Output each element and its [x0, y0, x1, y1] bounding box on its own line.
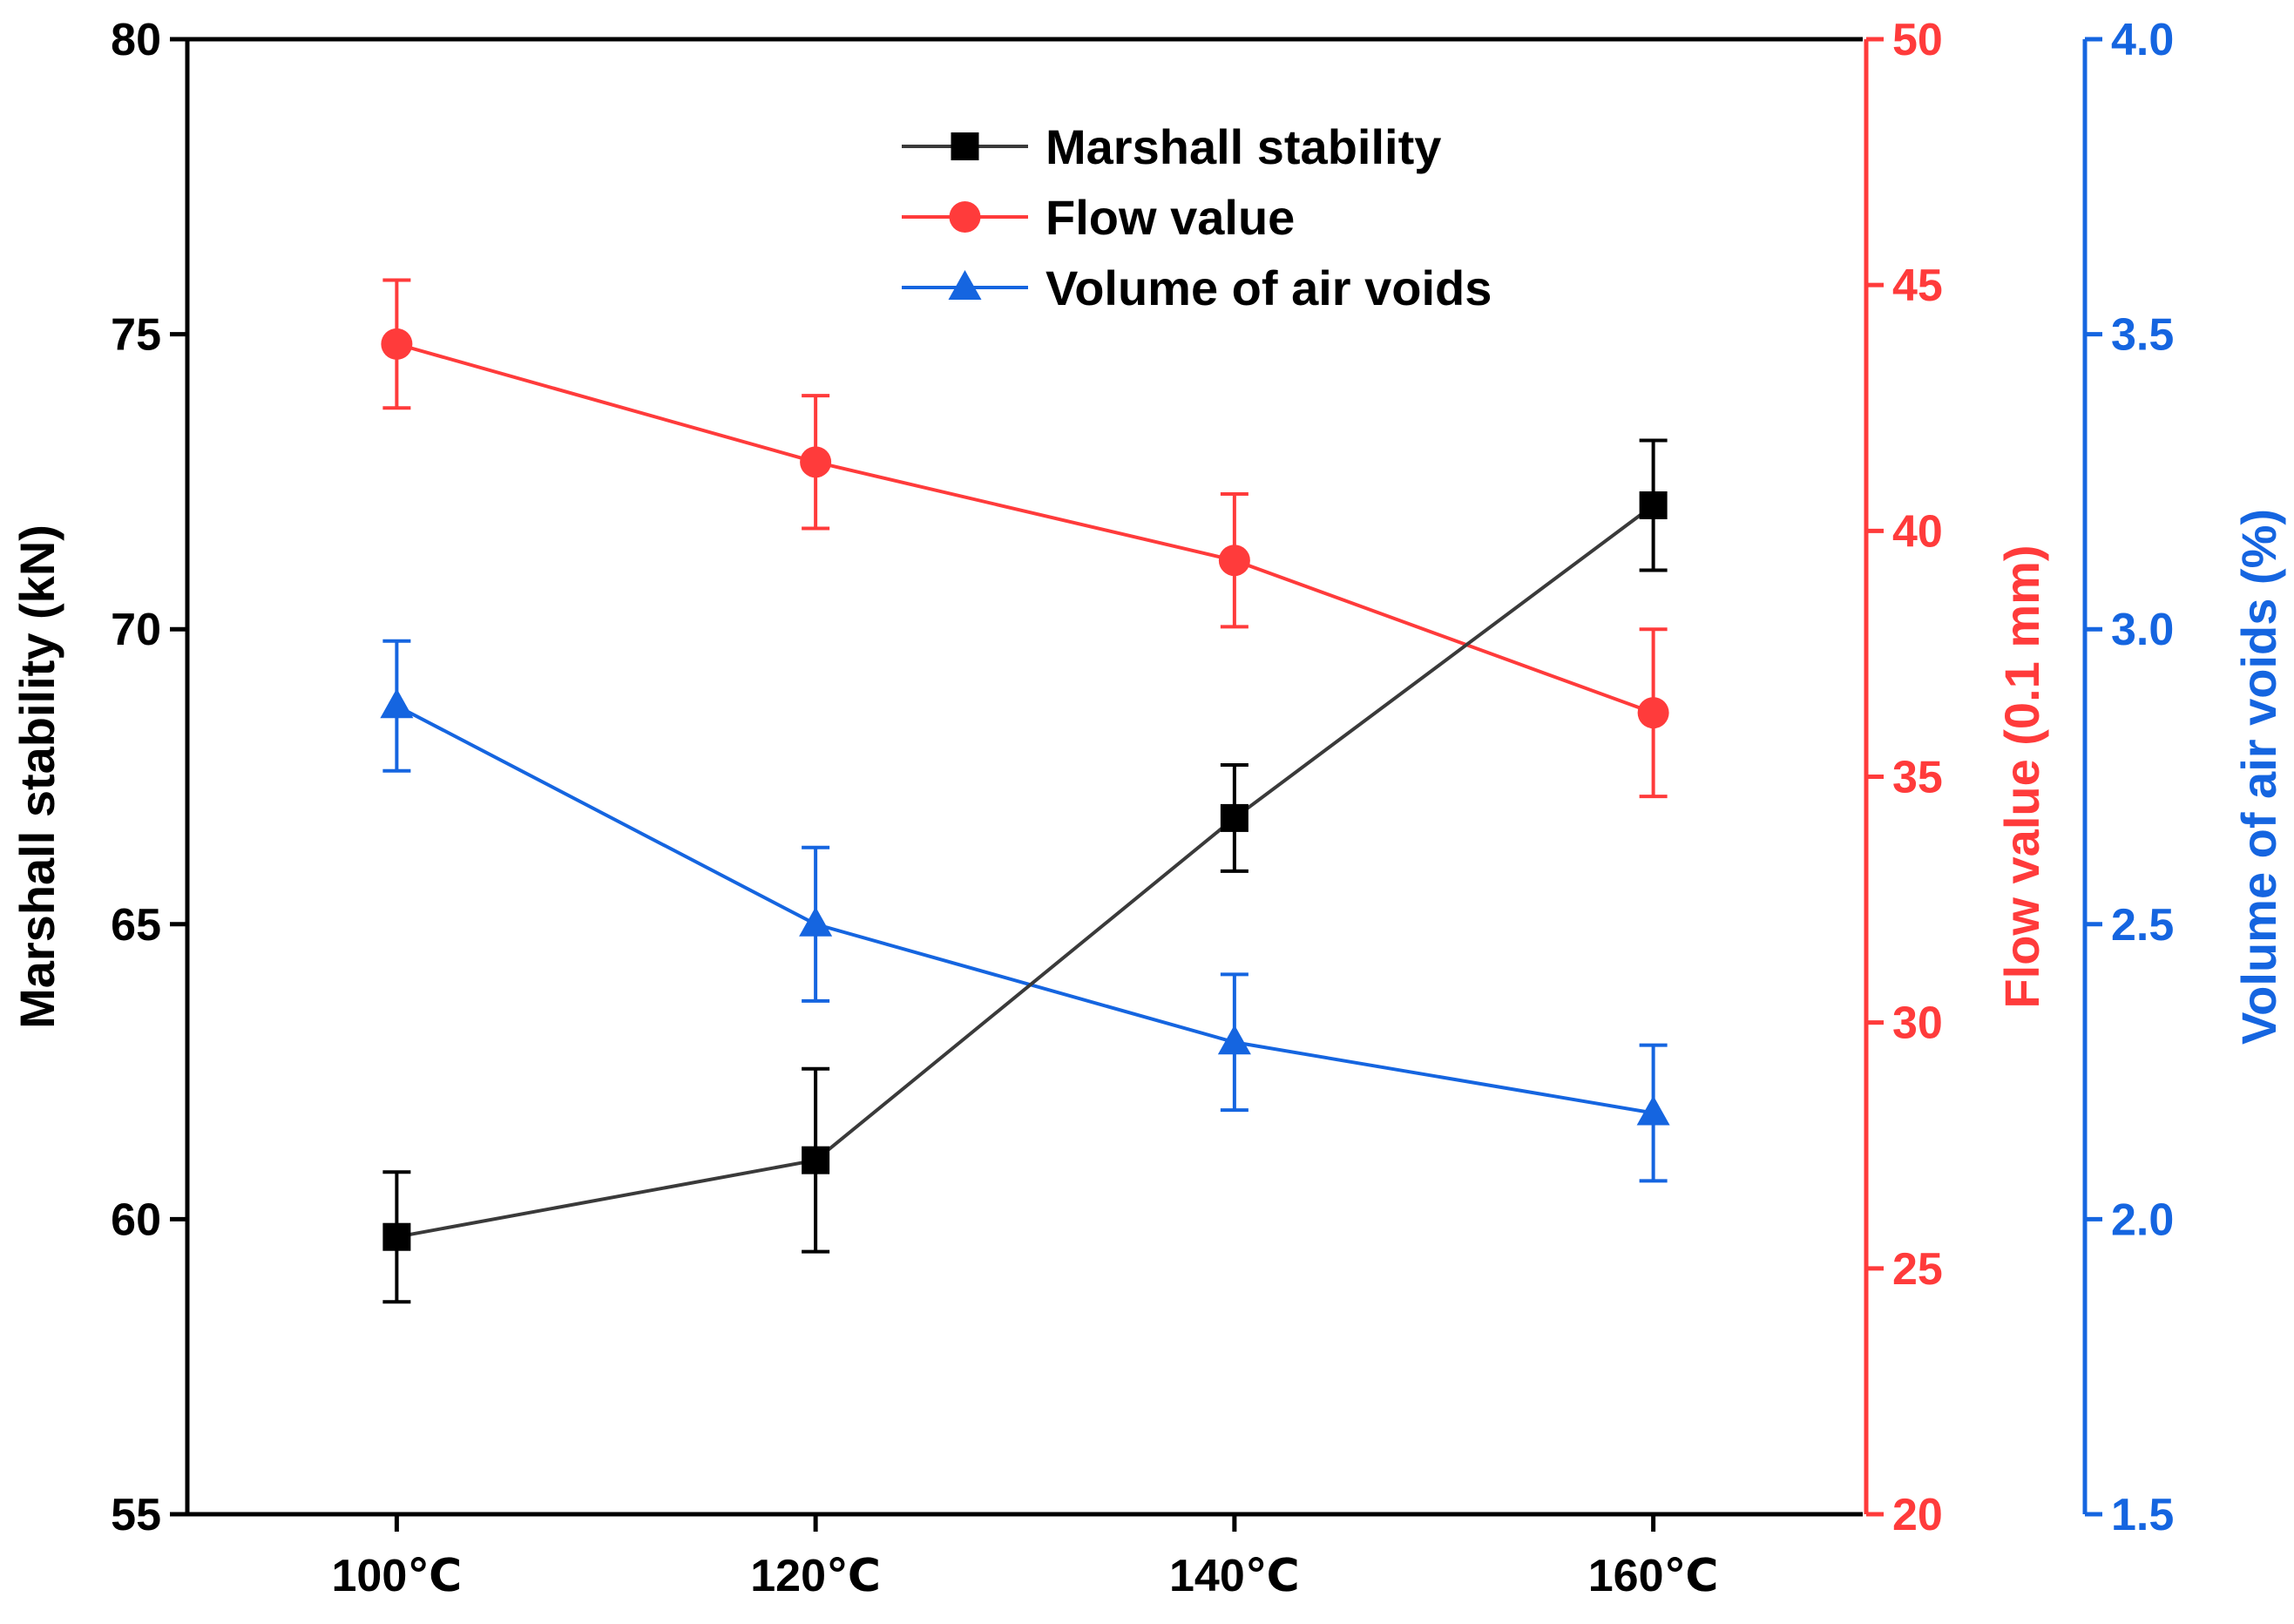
right2-tick-label: 2.0: [2111, 1194, 2174, 1245]
x-tick-label: 160℃: [1588, 1551, 1719, 1601]
right2-tick-label: 2.5: [2111, 900, 2174, 951]
data-point: [380, 688, 414, 719]
data-point: [1217, 1025, 1251, 1055]
axes: 100℃ 120℃ 140℃ 160℃ 55 60 65 70 75 80 20 25 30 35 40 45…: [10, 15, 2286, 1601]
right1-tick-label: 30: [1892, 998, 1943, 1049]
series-flow-value: [381, 278, 1669, 799]
right1-tick-label: 35: [1892, 753, 1943, 803]
left-tick-label: 80: [111, 15, 161, 65]
right1-tick-label: 40: [1892, 506, 1943, 557]
left-axis-title: Marshall stability (kN): [10, 524, 64, 1029]
legend-label: Volume of air voids: [1045, 261, 1492, 315]
series-line: [396, 704, 1654, 1115]
legend-marker: [948, 270, 982, 300]
data-point: [1637, 697, 1669, 729]
legend-item: Marshall stability: [902, 119, 1441, 174]
legend-marker: [951, 132, 979, 160]
series-volume-of-air-voids: [380, 639, 1670, 1183]
right1-tick-label: 50: [1892, 15, 1943, 65]
right2-tick-label: 3.5: [2111, 310, 2174, 361]
data-point: [382, 1222, 411, 1251]
data-point: [1218, 545, 1250, 577]
legend-label: Marshall stability: [1045, 119, 1441, 174]
data-point: [1639, 491, 1668, 519]
legend-item: Volume of air voids: [902, 261, 1492, 315]
right2-axis-title: Volume of air voids (%): [2231, 509, 2286, 1045]
x-tick-label: 140℃: [1169, 1551, 1300, 1601]
data-point: [800, 446, 832, 478]
right1-tick-label: 45: [1892, 261, 1943, 311]
right2-tick-label: 3.0: [2111, 605, 2174, 655]
x-tick-label: 120℃: [750, 1551, 881, 1601]
left-tick-label: 75: [111, 310, 161, 361]
legend-marker: [949, 201, 981, 233]
data-point: [1220, 803, 1249, 832]
left-tick-label: 60: [111, 1194, 161, 1245]
data-point: [1636, 1095, 1670, 1126]
series-marshall-stability: [382, 438, 1668, 1304]
left-tick-label: 65: [111, 900, 161, 951]
right2-tick-label: 1.5: [2111, 1490, 2174, 1540]
plot-area: [185, 37, 1863, 1517]
series-line: [396, 504, 1655, 1239]
left-tick-label: 55: [111, 1490, 161, 1540]
legend-item: Flow value: [902, 190, 1295, 245]
series: [380, 278, 1670, 1304]
series-line: [396, 342, 1655, 715]
right1-tick-label: 25: [1892, 1244, 1943, 1295]
right1-tick-label: 20: [1892, 1490, 1943, 1540]
legend-label: Flow value: [1045, 190, 1295, 245]
data-point: [802, 1146, 830, 1174]
legend: Marshall stability Flow value Volume of ai…: [902, 119, 1492, 315]
data-point: [799, 906, 833, 937]
x-tick-label: 100℃: [332, 1551, 463, 1601]
right1-axis-title: Flow value (0.1 mm): [1994, 545, 2049, 1008]
left-tick-label: 70: [111, 605, 161, 655]
right2-tick-label: 4.0: [2111, 15, 2174, 65]
data-point: [381, 328, 413, 360]
